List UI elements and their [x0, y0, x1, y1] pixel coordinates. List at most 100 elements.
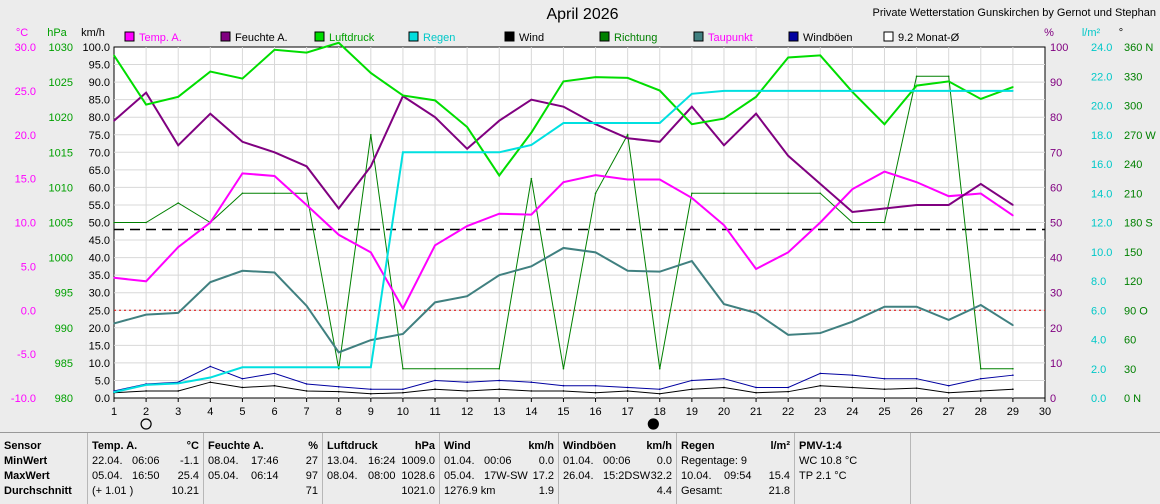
data-point-dewpoint — [947, 319, 950, 321]
wind-axis-tick-label: 5.0 — [95, 375, 110, 387]
x-tick-label: 14 — [525, 406, 537, 418]
data-point-temp — [177, 246, 180, 248]
data-point-pressure — [658, 89, 661, 92]
data-point-rain — [370, 366, 372, 369]
axis-unit-lm2: l/m² — [1082, 27, 1101, 39]
data-point-gusts — [979, 377, 982, 380]
data-point-temp — [113, 276, 115, 279]
data-point-direction — [851, 221, 854, 224]
data-point-rain — [562, 122, 565, 124]
full-moon-icon — [647, 418, 659, 430]
x-tick-label: 18 — [654, 406, 666, 418]
data-point-pressure — [209, 70, 212, 73]
direction-axis-tick-label: 90 O — [1124, 305, 1148, 317]
x-tick-label: 28 — [975, 406, 987, 418]
rain-axis-tick-label: 24.0 — [1091, 42, 1112, 54]
data-point-temp — [241, 172, 244, 175]
data-point-humidity — [755, 112, 757, 115]
stats-rain-column: Regen l/m² Regentage: 9 10.04. 09:54 15.… — [677, 433, 795, 504]
data-point-temp — [691, 197, 693, 199]
data-point-wind — [337, 390, 340, 393]
humidity-axis-tick-label: 50 — [1050, 218, 1062, 230]
data-point-dewpoint — [370, 339, 372, 341]
legend-label-wind: Wind — [519, 32, 544, 44]
wind-axis-tick-label: 85.0 — [89, 95, 110, 107]
direction-axis-tick-label: 0 N — [1124, 393, 1141, 405]
data-point-temp — [626, 178, 629, 181]
data-point-direction — [562, 367, 565, 370]
x-tick-label: 21 — [750, 406, 762, 418]
legend-label-monthavg: 9.2 Monat-Ø — [898, 32, 960, 44]
legend-label-temp: Temp. A. — [139, 32, 182, 44]
data-point-direction — [177, 202, 180, 204]
label-sensor: Sensor — [4, 440, 42, 452]
weather-chart: 1 2 3 4 5 6 7 8 9 10 11 12 13 14 15 16 17 18 19 20 21 22 23 24 2… — [11, 27, 1156, 430]
data-point-wind — [755, 391, 757, 394]
data-point-humidity — [273, 151, 276, 154]
data-point-humidity — [209, 112, 212, 115]
wind-max-time: 17W-SW — [484, 470, 528, 482]
data-point-dewpoint — [626, 269, 629, 272]
data-point-gusts — [209, 365, 212, 368]
wind-axis-tick-label: 65.0 — [89, 165, 110, 177]
rain-axis-tick-label: 6.0 — [1091, 305, 1106, 317]
stats-gusts-column: Windböen km/h 01.04. 00:06 0.0 26.04. 15… — [559, 433, 677, 504]
x-tick-label: 30 — [1039, 406, 1051, 418]
data-point-temp — [402, 307, 404, 310]
temp-axis-tick-label: 30.0 — [15, 42, 36, 54]
humidity-axis-tick-label: 90 — [1050, 77, 1062, 89]
data-point-pressure — [337, 41, 340, 44]
data-point-direction — [723, 192, 725, 195]
data-point-wind — [883, 388, 886, 391]
humidity-max-time: 06:14 — [251, 470, 279, 482]
data-point-temp — [273, 175, 276, 177]
data-point-direction — [434, 367, 436, 370]
data-point-pressure — [241, 77, 244, 80]
data-point-humidity — [626, 137, 629, 140]
direction-axis-tick-label: 330 — [1124, 71, 1142, 83]
data-point-gusts — [434, 379, 436, 382]
data-point-humidity — [819, 183, 822, 185]
pressure-max-date: 08.04. — [327, 470, 358, 482]
data-point-direction — [466, 367, 468, 370]
data-point-dewpoint — [1012, 324, 1014, 326]
data-point-rain — [626, 122, 629, 124]
data-point-humidity — [915, 204, 918, 206]
data-point-rain — [755, 90, 757, 92]
data-point-humidity — [1012, 204, 1014, 206]
wind-axis-tick-label: 70.0 — [89, 147, 110, 159]
data-point-humidity — [434, 116, 436, 118]
pressure-axis-tick-label: 1015 — [49, 147, 73, 159]
rain-max-date: 10.04. — [681, 470, 712, 482]
data-point-rain — [241, 366, 244, 369]
stats-temp-column: Temp. A. °C 22.04. 06:06 -1.1 05.04. 16:… — [88, 433, 204, 504]
data-point-temp — [947, 195, 950, 197]
data-point-pressure — [819, 54, 822, 57]
data-point-temp — [819, 221, 822, 224]
data-point-dewpoint — [498, 274, 501, 276]
direction-axis-tick-label: 240 — [1124, 159, 1142, 171]
data-point-wind — [145, 390, 147, 392]
data-point-rain — [723, 90, 725, 92]
data-point-pressure — [691, 123, 693, 126]
wind-unit: km/h — [528, 440, 554, 452]
data-point-gusts — [883, 377, 886, 380]
pressure-max-time: 08:00 — [368, 470, 396, 482]
data-point-gusts — [626, 386, 629, 389]
x-tick-label: 9 — [368, 406, 374, 418]
data-point-pressure — [947, 80, 950, 83]
data-point-gusts — [530, 381, 533, 384]
data-point-gusts — [755, 386, 757, 389]
data-point-gusts — [498, 379, 501, 382]
x-tick-label: 4 — [207, 406, 213, 418]
data-point-direction — [915, 75, 918, 78]
data-point-rain — [787, 90, 789, 92]
data-point-wind — [626, 390, 629, 392]
data-point-temp — [434, 244, 436, 247]
pressure-axis-tick-label: 990 — [55, 323, 73, 335]
wind-axis-tick-label: 20.0 — [89, 323, 110, 335]
rain-total-label: Gesamt: — [681, 485, 723, 497]
legend-label-gusts: Windböen — [803, 32, 853, 44]
data-point-humidity — [723, 144, 725, 147]
data-point-dewpoint — [594, 251, 597, 254]
